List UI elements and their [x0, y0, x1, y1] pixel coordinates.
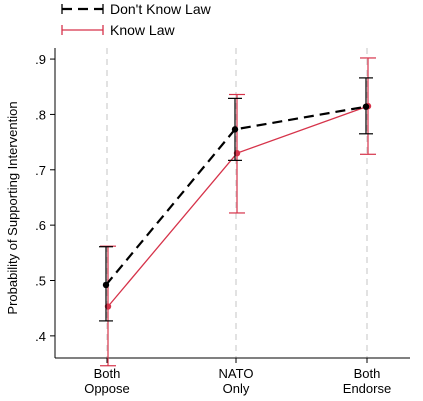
- data-point-0-1: [231, 126, 239, 133]
- data-point-0-0: [102, 281, 110, 289]
- y-tick-label-1: .5: [35, 274, 46, 289]
- series-0: [99, 77, 373, 322]
- x-tick-label-1-1: Only: [223, 381, 250, 396]
- legend-label-0: Don't Know Law: [110, 1, 212, 17]
- y-ticks: .4 .5 .6 .7 .8 .9: [35, 52, 55, 344]
- legend-label-1: Know Law: [110, 22, 175, 38]
- data-point-0-2: [362, 103, 370, 110]
- x-tick-label-0-0: Both: [94, 366, 121, 381]
- axes: [54, 48, 410, 359]
- series-1: [100, 57, 376, 367]
- y-tick-label-0: .4: [35, 329, 46, 344]
- x-tick-label-2-1: Endorse: [343, 381, 391, 396]
- y-tick-label-3: .7: [35, 163, 46, 178]
- y-axis-label: Probability of Supporting Intervention: [5, 101, 20, 314]
- x-tick-label-1-0: NATO: [219, 366, 254, 381]
- series-line-0: [105, 105, 367, 286]
- series-line-1: [107, 105, 369, 307]
- y-tick-label-4: .8: [35, 107, 46, 122]
- x-tick-label-2-0: Both: [354, 366, 381, 381]
- legend: Don't Know Law Know Law: [61, 1, 212, 38]
- series-layer: [99, 57, 376, 367]
- x-tick-label-0-1: Oppose: [84, 381, 130, 396]
- y-tick-label-2: .6: [35, 218, 46, 233]
- y-tick-label-5: .9: [35, 52, 46, 67]
